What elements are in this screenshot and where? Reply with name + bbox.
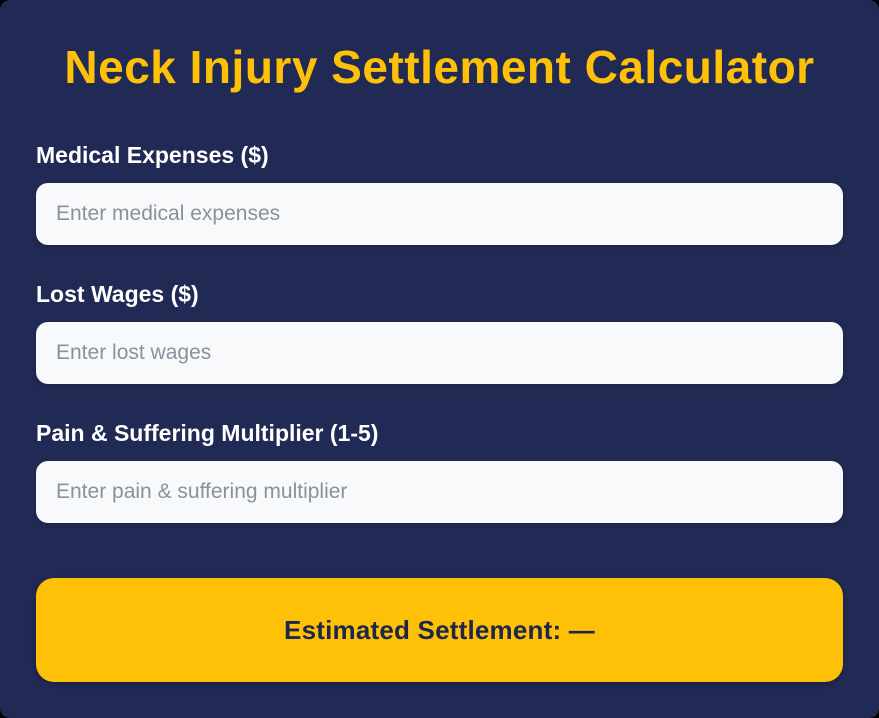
- pain-suffering-multiplier-input[interactable]: [36, 461, 843, 523]
- medical-expenses-label: Medical Expenses ($): [36, 142, 269, 168]
- field-lost-wages: Lost Wages ($): [36, 281, 843, 384]
- lost-wages-input[interactable]: [36, 322, 843, 384]
- field-pain-suffering-multiplier: Pain & Suffering Multiplier (1-5): [36, 420, 843, 523]
- medical-expenses-input[interactable]: [36, 183, 843, 245]
- pain-suffering-multiplier-label: Pain & Suffering Multiplier (1-5): [36, 420, 379, 446]
- lost-wages-label: Lost Wages ($): [36, 281, 199, 307]
- field-medical-expenses: Medical Expenses ($): [36, 142, 843, 245]
- estimated-settlement-result-bar: Estimated Settlement: —: [36, 578, 843, 682]
- page-title: Neck Injury Settlement Calculator: [64, 41, 815, 93]
- estimated-settlement-label: Estimated Settlement: —: [284, 614, 595, 645]
